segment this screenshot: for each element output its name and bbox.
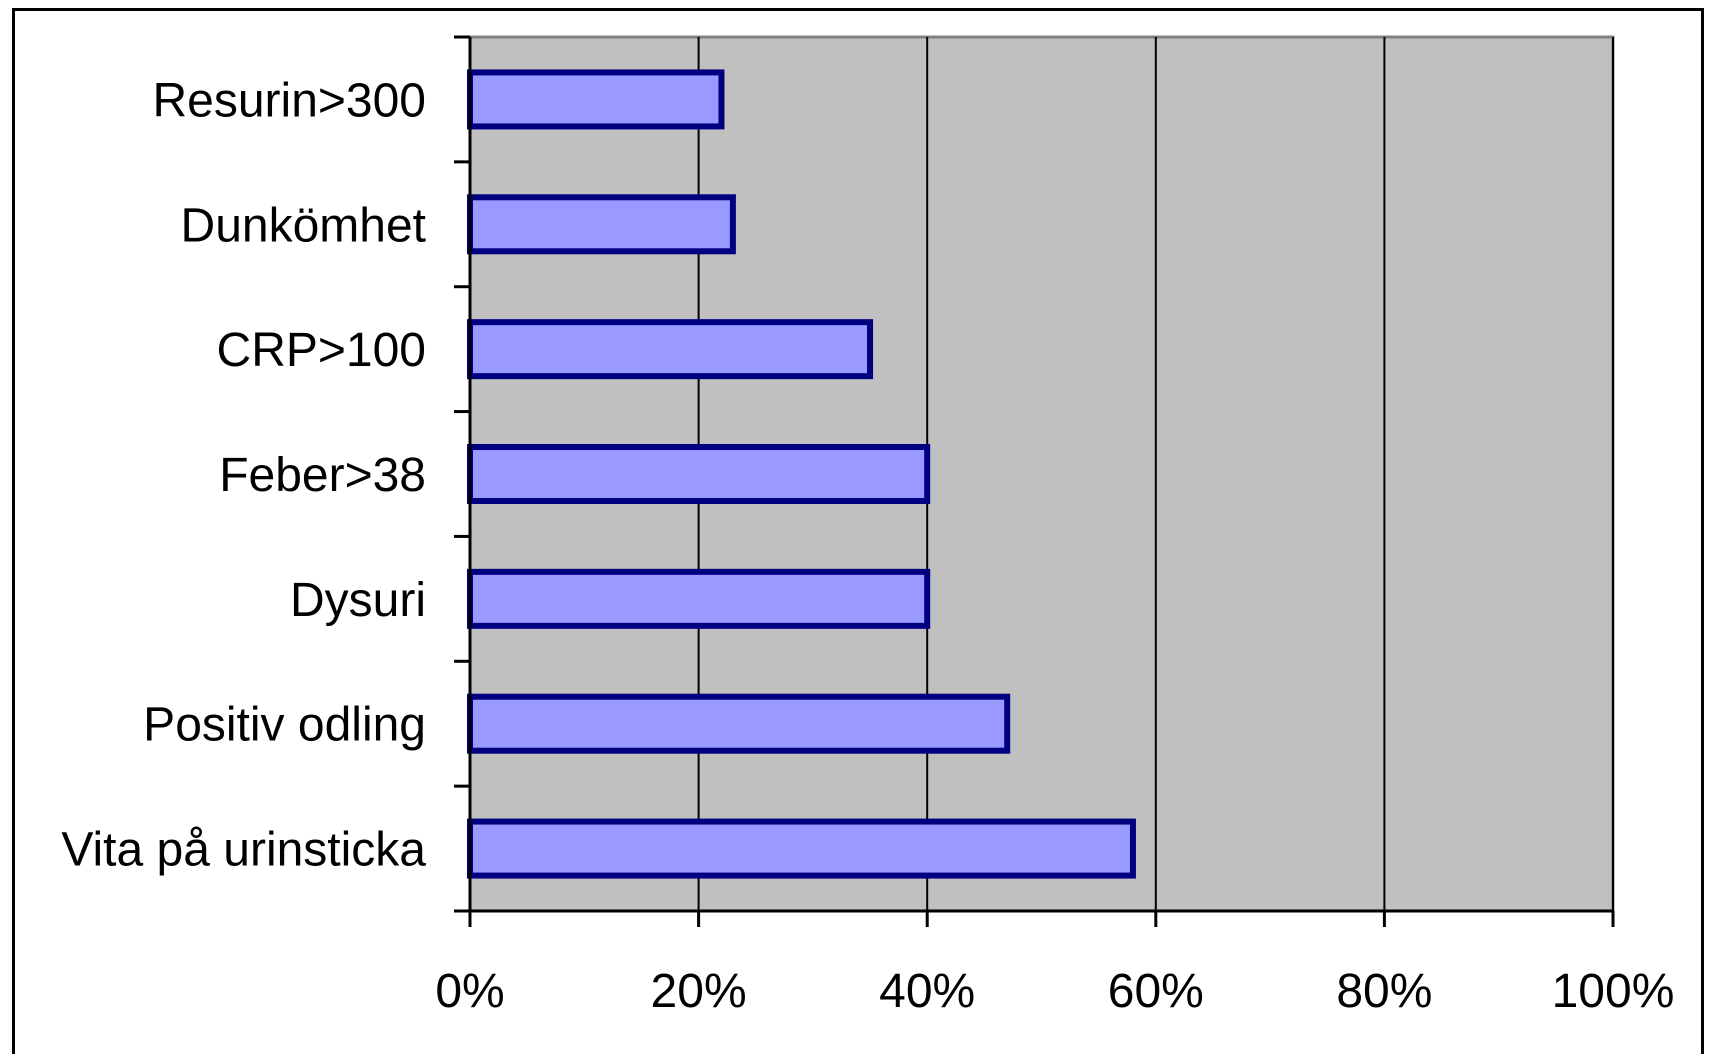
category-label-3: Feber>38 <box>219 449 426 502</box>
labels: Resurin>300 Dunkömhet CRP>100 Feber>38 Dysur… <box>61 74 1674 1018</box>
x-tick-label-1: 20% <box>651 965 747 1018</box>
bar-0 <box>467 69 725 130</box>
x-tick-label-4: 80% <box>1336 965 1432 1018</box>
bar-3 <box>467 444 931 504</box>
bar-6 <box>467 818 1136 879</box>
bar-5 <box>467 693 1011 754</box>
category-label-6: Vita på urinsticka <box>61 824 426 877</box>
category-label-1: Dunkömhet <box>181 199 426 252</box>
x-tick-label-5: 100% <box>1552 965 1675 1018</box>
bar-2 <box>467 319 874 380</box>
category-label-4: Dysuri <box>290 574 426 627</box>
x-tick-label-0: 0% <box>435 965 504 1018</box>
bars <box>467 69 1136 879</box>
category-label-2: CRP>100 <box>217 324 426 377</box>
category-label-0: Resurin>300 <box>152 74 426 127</box>
bar-1 <box>467 194 736 255</box>
x-tick-label-3: 60% <box>1108 965 1204 1018</box>
category-label-5: Positiv odling <box>143 699 426 752</box>
bar-4 <box>467 568 931 629</box>
x-tick-label-2: 40% <box>879 965 975 1018</box>
axes <box>454 35 1615 927</box>
